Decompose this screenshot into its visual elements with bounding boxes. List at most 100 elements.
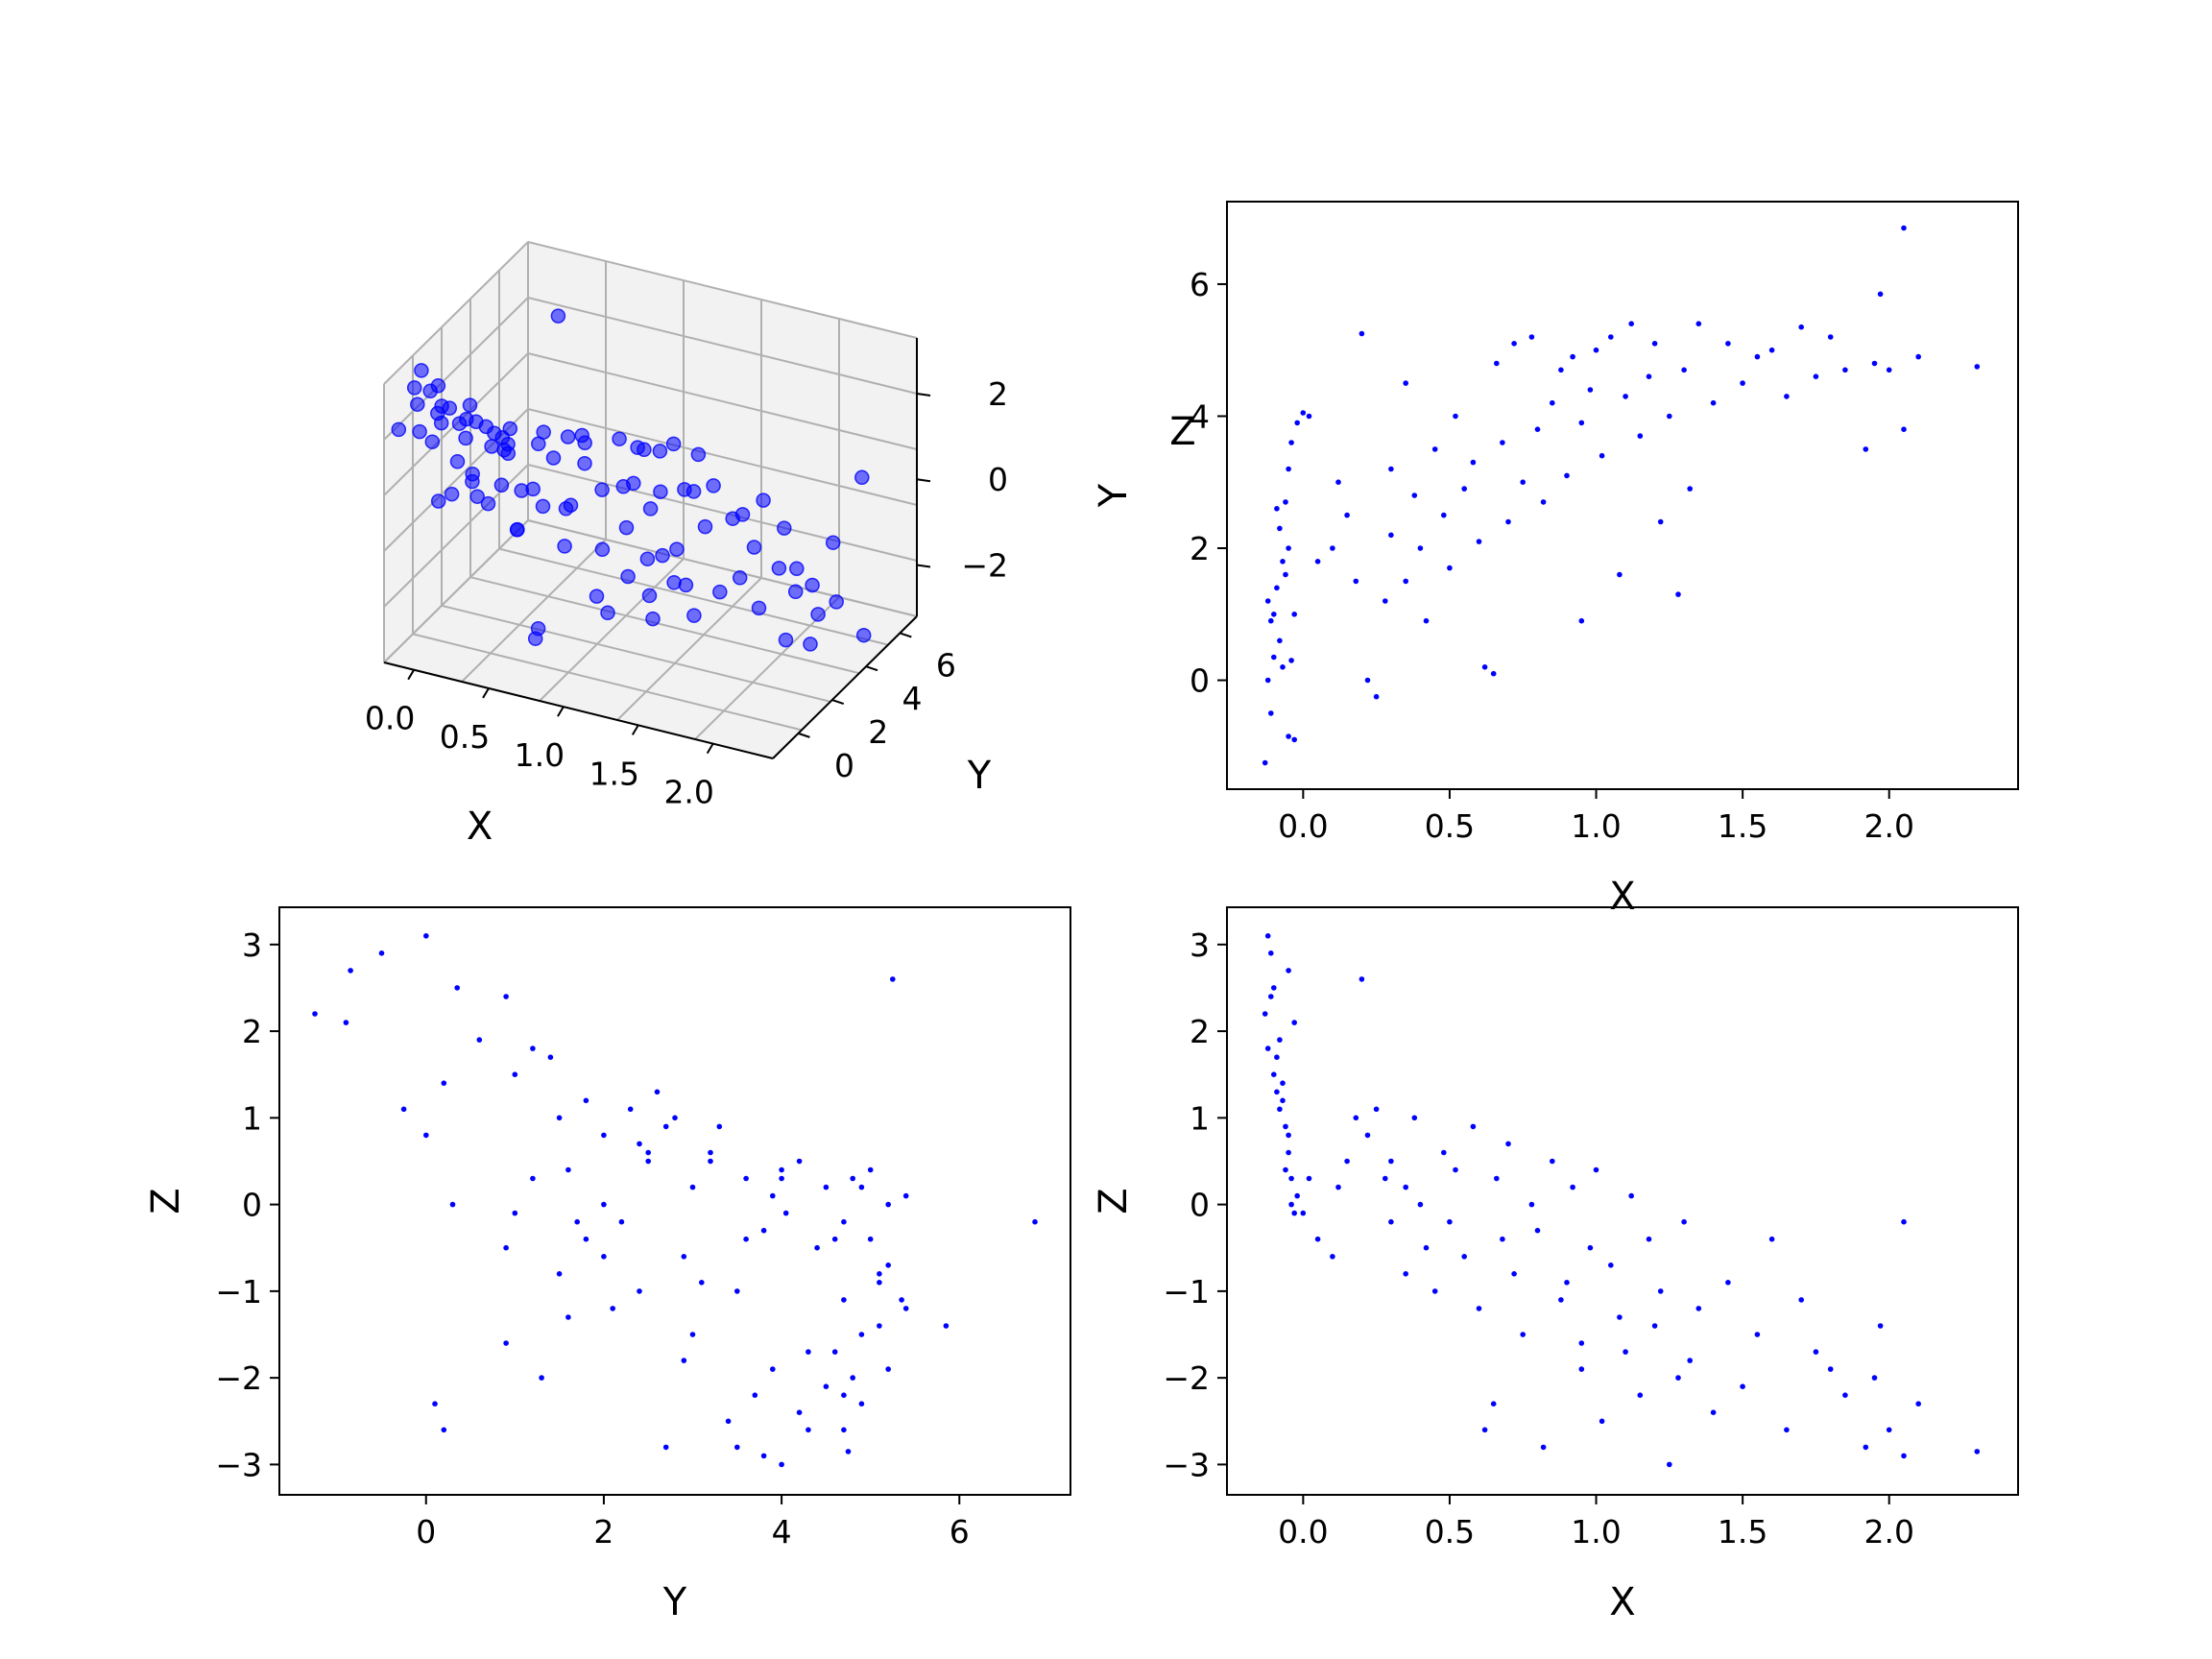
y-tick xyxy=(865,665,878,672)
y-tick-label: 2 xyxy=(242,1013,262,1050)
data-point xyxy=(1646,373,1652,380)
x-tick-label: 4 xyxy=(772,1513,792,1551)
data-point xyxy=(1827,1366,1834,1372)
data-point xyxy=(645,1158,651,1165)
data-point xyxy=(1447,565,1453,571)
data-point xyxy=(699,1280,705,1286)
data-point xyxy=(1286,1132,1291,1139)
data-point xyxy=(1286,733,1291,739)
data-point xyxy=(1675,1375,1681,1381)
y-tick-label: −1 xyxy=(215,1273,262,1310)
y-tick-label: 1 xyxy=(1190,1099,1210,1137)
data-point xyxy=(1558,1297,1564,1303)
data-point xyxy=(1813,1349,1819,1355)
data-point xyxy=(1490,1401,1497,1407)
data-point xyxy=(689,1332,696,1337)
data-point xyxy=(503,1244,509,1251)
data-point-3d xyxy=(558,501,574,517)
data-point xyxy=(645,1149,651,1156)
data-point xyxy=(1344,512,1350,518)
data-point xyxy=(1681,367,1687,373)
data-point xyxy=(1915,353,1921,360)
data-point xyxy=(1271,1071,1277,1077)
data-point xyxy=(1364,1132,1371,1139)
data-point xyxy=(1740,1383,1745,1389)
data-point xyxy=(1710,399,1717,406)
data-point xyxy=(1353,578,1359,585)
data-point xyxy=(1710,1409,1717,1415)
x-tick-label: 0.5 xyxy=(440,718,490,756)
data-point xyxy=(1314,559,1321,565)
data-point xyxy=(689,1184,696,1190)
data-point xyxy=(841,1392,847,1398)
data-point xyxy=(1388,466,1394,472)
y-tick-label: 4 xyxy=(902,680,923,717)
data-point xyxy=(1886,1427,1892,1433)
grid-line xyxy=(383,241,529,385)
data-point xyxy=(565,1166,571,1173)
data-point xyxy=(1915,1401,1921,1407)
data-point xyxy=(1330,1254,1335,1260)
data-point-3d xyxy=(459,411,474,427)
data-point xyxy=(1481,1427,1488,1433)
data-point xyxy=(530,1175,536,1182)
data-point xyxy=(1974,364,1981,370)
data-point-3d xyxy=(652,444,668,459)
data-point xyxy=(1288,1175,1294,1182)
data-point-3d xyxy=(677,482,692,497)
data-point xyxy=(841,1297,847,1303)
data-point xyxy=(1476,539,1482,544)
data-point xyxy=(782,1210,789,1216)
y-tick-label: −3 xyxy=(1163,1446,1210,1483)
grid-line xyxy=(527,519,918,617)
data-point xyxy=(877,1323,882,1329)
data-point xyxy=(1411,493,1418,498)
grid-line xyxy=(383,297,529,441)
data-point-3d xyxy=(391,421,407,438)
data-point xyxy=(441,1427,447,1433)
data-point xyxy=(1335,1184,1341,1190)
data-point xyxy=(512,1210,518,1216)
data-point xyxy=(858,1332,865,1337)
data-point-3d xyxy=(560,429,576,445)
x-tick-label: 1.5 xyxy=(1718,1513,1767,1551)
y-tick xyxy=(900,632,912,638)
data-point-3d xyxy=(803,637,818,652)
data-point xyxy=(1784,394,1790,399)
data-point-3d xyxy=(414,363,429,378)
data-point xyxy=(1411,1115,1418,1121)
data-point xyxy=(1277,1037,1283,1043)
data-point xyxy=(1578,617,1585,624)
data-point-3d xyxy=(653,484,668,499)
data-point xyxy=(1901,1218,1907,1225)
y-axis-label: Y xyxy=(1092,483,1136,508)
data-point xyxy=(1587,1244,1594,1251)
data-point xyxy=(1268,710,1274,716)
data-point xyxy=(1382,598,1388,604)
data-point xyxy=(312,1011,318,1017)
data-point-3d xyxy=(531,436,546,452)
data-point xyxy=(1431,1288,1438,1294)
data-point xyxy=(512,1071,518,1077)
data-point xyxy=(1291,736,1297,743)
data-point xyxy=(779,1175,784,1182)
y-tick-label: 1 xyxy=(242,1099,262,1137)
data-point-3d xyxy=(686,608,702,623)
data-point-3d xyxy=(626,475,641,492)
data-point xyxy=(1264,677,1271,684)
data-point-3d xyxy=(430,493,446,509)
data-point xyxy=(1587,387,1594,393)
data-point xyxy=(348,968,353,974)
data-point-3d xyxy=(618,519,635,536)
data-point xyxy=(1403,578,1408,585)
data-point xyxy=(1564,1280,1570,1286)
data-point-3d xyxy=(557,539,572,554)
data-point xyxy=(1288,1201,1294,1208)
data-point-3d xyxy=(434,398,449,414)
data-point xyxy=(1534,426,1541,433)
x-tick xyxy=(407,669,416,681)
data-point xyxy=(1388,1158,1394,1165)
data-point xyxy=(877,1280,882,1286)
data-point xyxy=(1578,1366,1585,1372)
